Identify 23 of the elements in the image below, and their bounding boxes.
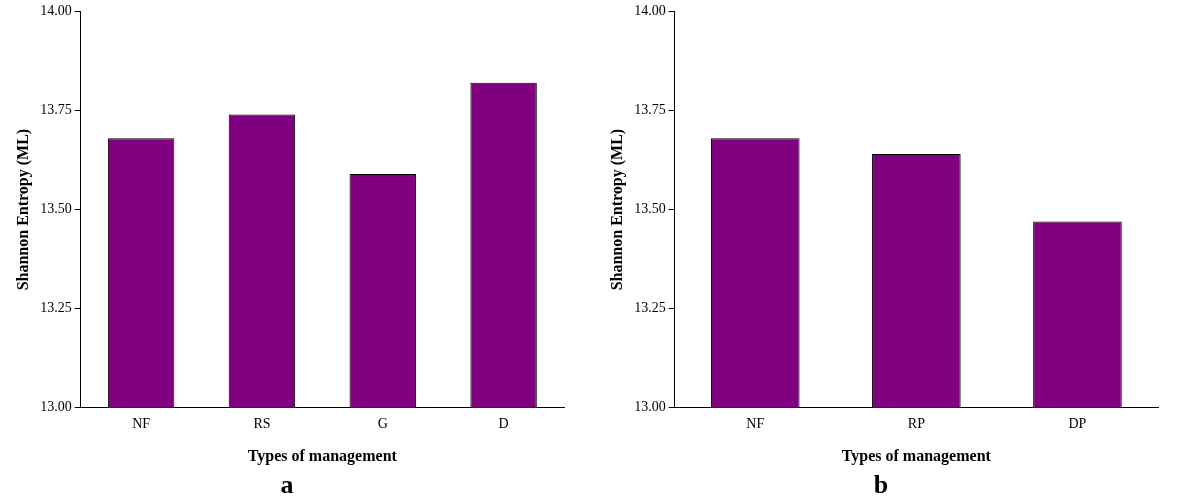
- y-tick-label: 13.75: [40, 102, 72, 118]
- y-tick-label: 14.00: [634, 3, 666, 19]
- y-tick-label: 13.50: [40, 201, 72, 217]
- y-tick-label: 13.25: [40, 300, 72, 316]
- x-tick-label: D: [498, 415, 509, 431]
- text: b: [873, 470, 889, 500]
- x-tick-label: DP: [1068, 415, 1087, 431]
- y-tick-label: 13.75: [634, 102, 666, 118]
- y-axis-title: Shannon Entropy (ML): [607, 128, 626, 291]
- y-axis-title: Shannon Entropy (ML): [13, 128, 32, 291]
- x-tick-label: NF: [132, 415, 151, 431]
- x-tick-label: RS: [253, 415, 271, 431]
- y-tick-label: 14.00: [40, 3, 72, 19]
- x-axis-title: Types of management: [247, 447, 398, 466]
- y-tick-label: 13.25: [634, 300, 666, 316]
- x-axis-title: Types of management: [841, 447, 992, 466]
- x-tick-label: NF: [746, 415, 765, 431]
- text: a: [280, 470, 294, 500]
- y-tick-label: 13.00: [40, 399, 72, 415]
- y-tick-label: 13.50: [634, 201, 666, 217]
- x-tick-label: G: [377, 415, 388, 431]
- x-tick-label: RP: [907, 415, 926, 431]
- y-tick-label: 13.00: [634, 399, 666, 415]
